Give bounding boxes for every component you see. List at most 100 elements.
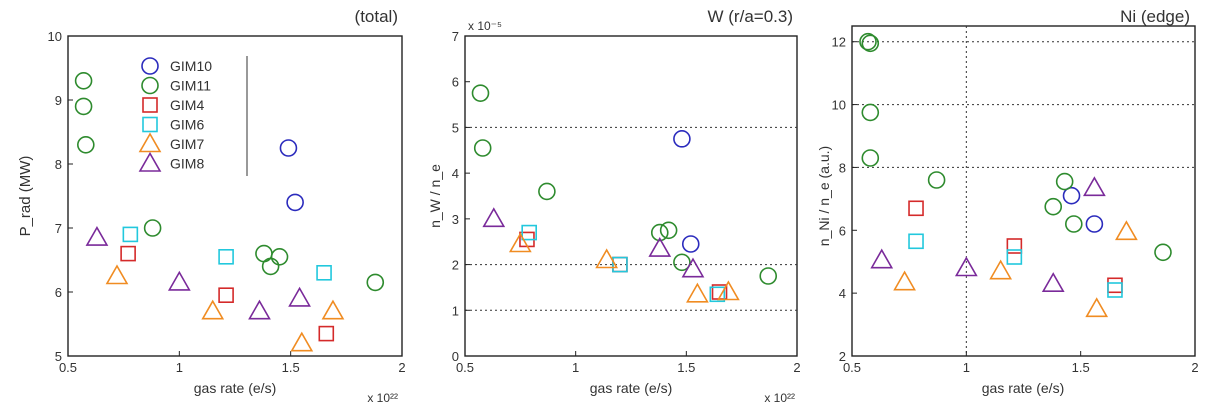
panel-total-xexponent: x 10²²: [367, 391, 398, 405]
y-tick-label: 8: [839, 160, 846, 175]
y-tick-label: 4: [839, 286, 846, 301]
data-point-gim10: [1085, 215, 1104, 233]
legend-marker-gim4: [142, 97, 158, 113]
data-point-gim11: [927, 171, 946, 189]
data-point-gim11: [77, 136, 95, 154]
data-point-gim8: [482, 207, 506, 228]
data-point-gim4: [218, 287, 234, 304]
data-point-gim4: [1006, 238, 1023, 254]
data-point-gim7: [508, 232, 532, 253]
y-tick-label: 6: [839, 223, 846, 238]
y-tick-label: 2: [839, 349, 846, 364]
data-point-gim10: [1062, 186, 1081, 205]
data-point-gim11: [673, 253, 691, 272]
panel-nickel: 0.5 1 1.5 2 2 4 6 8 10 12 Ni (edge) gas rate (e/…: [816, 7, 1199, 396]
x-tick-label: 0.5: [59, 360, 77, 375]
data-point-gim6: [218, 249, 234, 265]
data-point-gim7: [717, 280, 740, 301]
x-tick-label: 1: [963, 360, 970, 375]
legend-label-gim7: GIM7: [170, 136, 204, 152]
data-point-gim11: [1065, 215, 1083, 233]
legend-marker-gim10: [141, 57, 159, 75]
x-tick-label: 2: [398, 360, 405, 375]
data-point-gim7: [686, 282, 709, 303]
data-point-gim8: [954, 256, 978, 277]
data-point-gim8: [248, 299, 271, 320]
data-point-gim10: [681, 235, 700, 253]
legend-label-gim6: GIM6: [170, 117, 204, 133]
x-tick-label: 1.5: [1072, 360, 1090, 375]
data-point-gim8: [681, 257, 705, 278]
data-point-gim7: [1085, 297, 1109, 318]
legend-marker-gim8: [138, 151, 162, 172]
data-point-gim8: [1083, 176, 1106, 197]
panel-total-ylabel: P_rad (MW): [17, 156, 34, 237]
panel-tungsten-xexponent: x 10²²: [764, 391, 795, 405]
y-tick-label: 9: [55, 93, 62, 108]
y-tick-label: 6: [55, 285, 62, 300]
data-point-gim11: [366, 273, 385, 292]
panel-tungsten-frame: [464, 35, 798, 357]
x-tick-label: 1: [176, 360, 183, 375]
y-tick-label: 1: [452, 303, 459, 318]
data-point-gim8: [85, 225, 109, 246]
legend-label-gim8: GIM8: [170, 156, 204, 172]
y-tick-label: 2: [452, 258, 459, 273]
legend-marker-gim7: [138, 132, 162, 153]
legend: GIM10 GIM11 GIM4 GIM6 GIM7 GIM8: [138, 56, 248, 176]
data-point-gim8: [288, 286, 311, 307]
x-tick-label: 2: [793, 360, 800, 375]
data-point-gim4: [120, 245, 136, 262]
data-point-gim7: [290, 331, 314, 352]
data-point-gim8: [167, 270, 191, 291]
data-point-gim11: [74, 72, 93, 90]
data-point-gim11: [650, 223, 669, 242]
data-point-gim7: [105, 264, 129, 285]
data-point-gim8: [648, 236, 672, 257]
data-point-gim6: [316, 264, 332, 281]
y-tick-label: 10: [48, 29, 62, 44]
y-tick-label: 3: [452, 212, 459, 227]
data-point-gim4: [1107, 277, 1123, 294]
panel-tungsten-ylabel: n_W / n_e: [427, 164, 443, 228]
y-tick-label: 7: [55, 221, 62, 236]
legend-label-gim11: GIM11: [170, 78, 211, 94]
data-point-gim4: [318, 325, 335, 342]
panel-tungsten-yexponent: x 10⁻⁵: [468, 19, 502, 33]
data-point-gim6: [908, 233, 924, 250]
data-point-gim11: [143, 219, 162, 237]
data-point-gim11: [659, 221, 678, 240]
x-tick-label: 2: [1191, 360, 1198, 375]
data-point-gim11: [261, 257, 280, 276]
panel-total-xlabel: gas rate (e/s): [194, 380, 276, 396]
data-point-gim11: [1044, 197, 1063, 216]
data-point-gim11: [1154, 243, 1172, 262]
legend-label-gim10: GIM10: [170, 58, 212, 74]
data-point-gim7: [595, 248, 619, 269]
data-point-gim4: [908, 200, 924, 217]
data-point-gim11: [1055, 172, 1074, 191]
data-point-gim11: [861, 103, 880, 122]
x-tick-label: 1: [572, 360, 579, 375]
data-point-gim6: [521, 224, 537, 241]
legend-marker-gim11: [141, 76, 159, 95]
data-point-gim10: [673, 130, 691, 148]
data-point-gim7: [893, 270, 916, 291]
data-point-gim8: [1041, 272, 1065, 293]
legend-label-gim4: GIM4: [170, 97, 204, 113]
panel-tungsten-xlabel: gas rate (e/s): [590, 380, 672, 396]
data-point-gim6: [612, 256, 628, 273]
y-tick-label: 5: [55, 349, 62, 364]
data-point-gim11: [861, 34, 880, 53]
data-point-gim11: [538, 182, 556, 201]
y-tick-label: 0: [452, 349, 459, 364]
data-point-gim6: [1107, 282, 1123, 298]
data-point-gim11: [74, 97, 93, 116]
panel-nickel-frame: [851, 25, 1196, 357]
data-point-gim11: [270, 247, 289, 266]
data-point-gim11: [861, 149, 880, 167]
data-point-gim11: [473, 139, 492, 157]
y-tick-label: 5: [452, 120, 459, 135]
